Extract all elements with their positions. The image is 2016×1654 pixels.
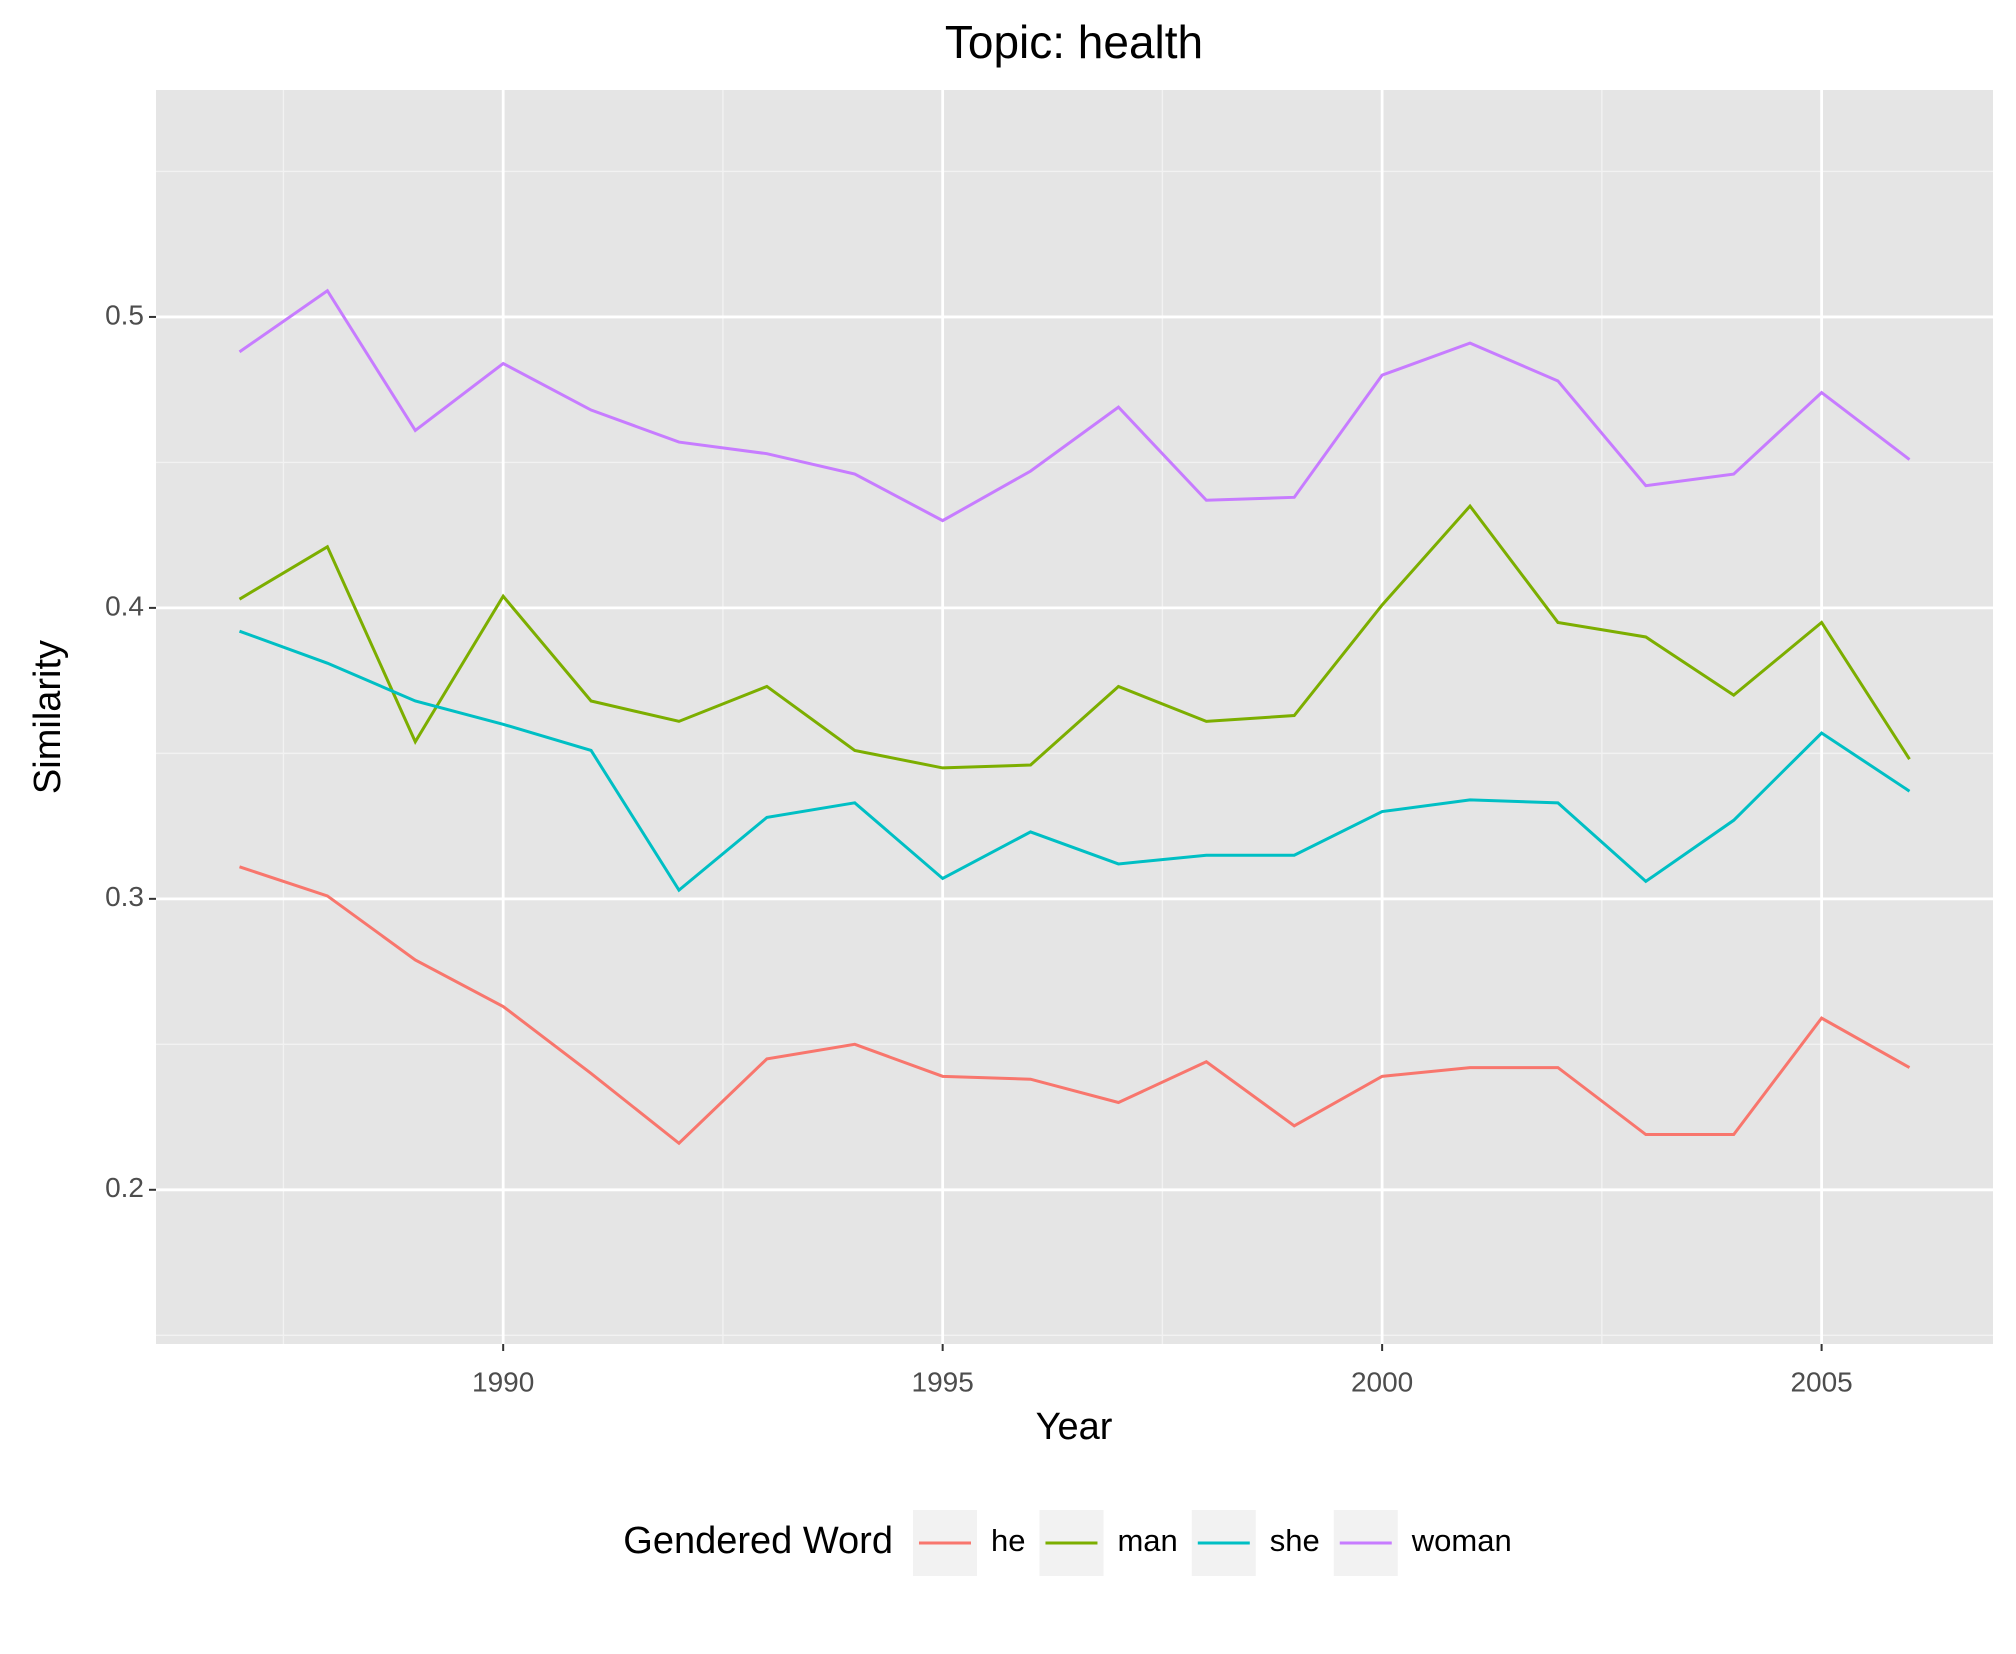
chart-title: Topic: health [945,16,1203,68]
x-tick-label: 2000 [1351,1366,1413,1397]
series-line [239,865,1911,1146]
x-tick-label: 1995 [912,1366,974,1397]
x-tick-label: 2005 [1790,1366,1852,1397]
y-tick-label: 0.3 [105,881,144,912]
legend-label: man [1117,1523,1177,1558]
y-tick-label: 0.4 [105,590,144,621]
series-line [238,288,1911,523]
legend-label: she [1270,1523,1320,1558]
y-tick-label: 0.5 [105,299,144,330]
series-line [238,629,1911,893]
y-axis-title: Similarity [27,640,69,794]
x-axis-title: Year [1036,1406,1113,1448]
legend-label: he [991,1523,1025,1558]
y-tick-label: 0.2 [105,1172,144,1203]
series-line [238,503,1911,770]
legend-label: woman [1411,1523,1512,1558]
x-tick-label: 1990 [472,1366,534,1397]
legend-title: Gendered Word [623,1520,893,1562]
